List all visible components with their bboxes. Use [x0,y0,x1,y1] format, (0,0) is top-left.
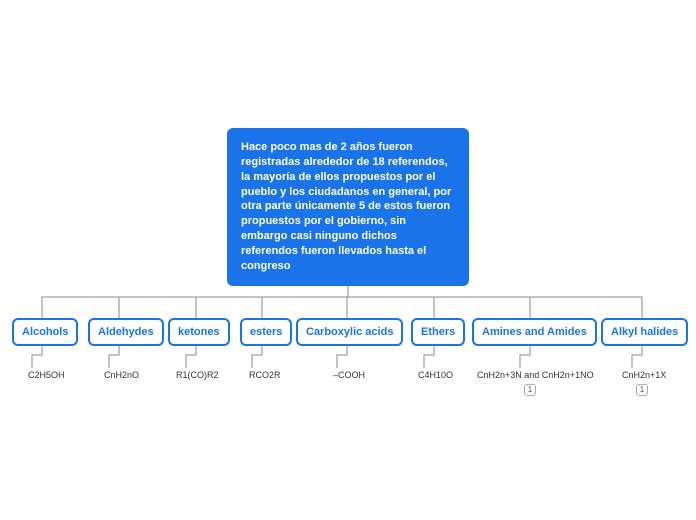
child-label: Amines and Amides [482,326,587,338]
formula-leaf: CnH2n+1X [622,370,666,380]
root-text: Hace poco mas de 2 años fueron registrad… [241,141,451,272]
child-node[interactable]: Carboxylic acids [296,318,403,346]
child-node[interactable]: Amines and Amides [472,318,597,346]
child-label: esters [250,326,282,338]
child-node[interactable]: ketones [168,318,230,346]
child-node[interactable]: Alcohols [12,318,78,346]
formula-leaf: CnH2n+3N and CnH2n+1NO [477,370,594,380]
child-label: Aldehydes [98,326,154,338]
child-label: Ethers [421,326,455,338]
expand-badge[interactable]: 1 [524,384,536,396]
root-node: Hace poco mas de 2 años fueron registrad… [227,128,469,286]
formula-leaf: –COOH [333,370,365,380]
child-label: Carboxylic acids [306,326,393,338]
child-label: ketones [178,326,220,338]
formula-leaf: R1(CO)R2 [176,370,219,380]
formula-leaf: RCO2R [249,370,281,380]
expand-badge[interactable]: 1 [636,384,648,396]
formula-leaf: C4H10O [418,370,453,380]
child-node[interactable]: esters [240,318,292,346]
child-label: Alcohols [22,326,68,338]
formula-leaf: CnH2nO [104,370,139,380]
child-node[interactable]: Alkyl halides [601,318,688,346]
child-node[interactable]: Aldehydes [88,318,164,346]
formula-leaf: C2H5OH [28,370,65,380]
child-label: Alkyl halides [611,326,678,338]
child-node[interactable]: Ethers [411,318,465,346]
